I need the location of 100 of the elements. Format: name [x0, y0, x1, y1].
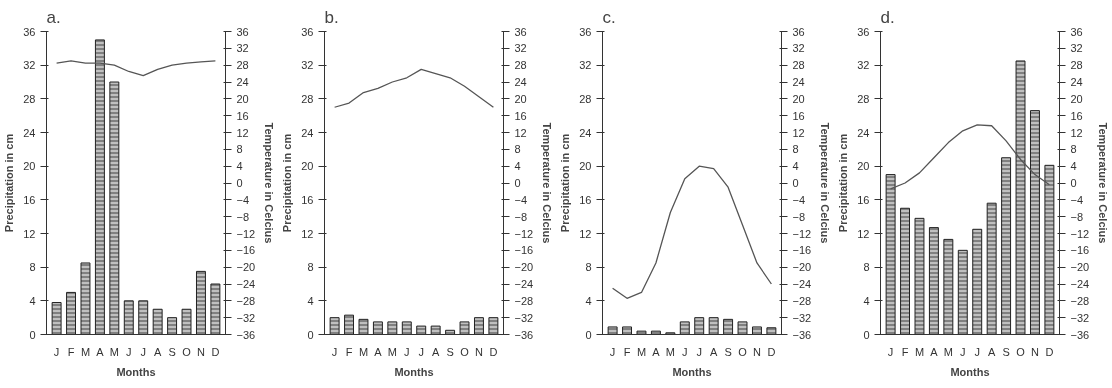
y2-tick-label: 32: [1070, 42, 1083, 55]
y-tick-label: 24: [579, 126, 592, 139]
x-tick-label: O: [1016, 345, 1026, 358]
y2-tick-label: 32: [792, 42, 805, 55]
y2-tick-label: −12: [236, 227, 256, 240]
y-tick-label: 4: [585, 294, 592, 307]
x-tick-label: J: [126, 345, 132, 358]
y-tick-label: 28: [301, 92, 314, 105]
y-tick-label: 16: [301, 193, 314, 206]
y-tick-label: 36: [23, 25, 36, 38]
y2-tick-label: −16: [236, 244, 256, 257]
y2-tick-label: −36: [1070, 328, 1090, 341]
y-tick-label: 20: [579, 160, 592, 173]
y2-tick-label: −16: [1070, 244, 1090, 257]
x-tick-label: A: [153, 345, 162, 358]
chart-title: c.: [602, 7, 616, 27]
y2-tick-label: 16: [1070, 109, 1083, 122]
x-tick-label: D: [767, 345, 776, 358]
y2-tick-label: −20: [1070, 261, 1090, 274]
y2-tick-label: 36: [792, 25, 805, 38]
y-tick-label: 20: [301, 160, 314, 173]
chart-title: d.: [880, 7, 895, 27]
y2-tick-label: 28: [1070, 59, 1083, 72]
y2-tick-label: 0: [1070, 177, 1077, 189]
y2-tick-label: −32: [236, 311, 256, 324]
x-tick-label: J: [887, 345, 894, 358]
x-tick-label: M: [914, 345, 925, 358]
y2-tick-label: −12: [792, 227, 812, 240]
x-tick-label: A: [652, 345, 661, 358]
y2-tick-label: 4: [236, 160, 243, 173]
x-tick-label: A: [96, 345, 105, 358]
y2-tick-label: 4: [792, 160, 799, 173]
y2-tick-label: 16: [792, 109, 805, 122]
y2-tick-label: −4: [792, 193, 806, 206]
y2-tick-label: 24: [1070, 76, 1083, 88]
chart-title: b.: [324, 7, 339, 27]
y2-tick-label: −8: [514, 210, 528, 223]
y2-tick-label: −20: [514, 261, 534, 274]
x-tick-label: S: [724, 345, 732, 358]
y2-tick-label: −32: [1070, 311, 1090, 324]
y-tick-label: 24: [23, 126, 36, 139]
y2-tick-label: −24: [792, 278, 812, 290]
y2-tick-label: 12: [514, 126, 527, 139]
x-tick-label: M: [943, 345, 953, 358]
x-tick-label: J: [682, 345, 688, 358]
y2-tick-label: −4: [514, 193, 528, 206]
y2-tick-label: 12: [1070, 126, 1083, 139]
y2-tick-label: 24: [514, 76, 527, 88]
x-tick-label: O: [738, 345, 748, 358]
x-tick-label: J: [960, 345, 966, 358]
y2-tick-label: 24: [236, 76, 249, 88]
x-tick-label: N: [196, 345, 205, 358]
y2-tick-label: −36: [792, 328, 812, 341]
y2-tick-label: −20: [236, 261, 256, 274]
x-tick-label: F: [67, 345, 75, 358]
x-tick-label: M: [109, 345, 119, 358]
y-tick-label: 36: [301, 25, 314, 38]
x-tick-label: J: [609, 345, 616, 358]
y2-tick-label: 32: [236, 42, 249, 55]
y2-tick-label: 8: [236, 143, 243, 156]
y2-tick-label: −4: [1070, 193, 1084, 206]
y-tick-label: 12: [579, 227, 592, 240]
y-tick-label: 8: [307, 261, 314, 274]
y-tick-label: 32: [23, 59, 36, 72]
y-tick-label: 4: [863, 294, 870, 307]
y-tick-label: 32: [301, 59, 314, 72]
x-tick-label: M: [636, 345, 647, 358]
y2-tick-label: −8: [236, 210, 250, 223]
x-tick-label: J: [140, 345, 146, 358]
y2-tick-label: −24: [236, 278, 256, 290]
y2-tick-label: 28: [792, 59, 805, 72]
y2-tick-label: 8: [792, 143, 799, 156]
y-tick-label: 8: [863, 261, 870, 274]
chart-title: a.: [46, 7, 61, 27]
y2-tick-label: 0: [792, 177, 799, 189]
x-tick-label: D: [211, 345, 220, 358]
y-tick-label: 24: [857, 126, 870, 139]
x-tick-label: A: [431, 345, 440, 358]
x-axis-title: Months: [672, 365, 712, 378]
y-tick-label: 20: [857, 160, 870, 173]
y-tick-label: 36: [579, 25, 592, 38]
x-tick-label: J: [53, 345, 60, 358]
x-tick-label: A: [987, 345, 996, 358]
x-tick-label: S: [446, 345, 454, 358]
y2-tick-label: 20: [792, 92, 805, 105]
y-tick-label: 24: [301, 126, 314, 139]
y-tick-label: 28: [579, 92, 592, 105]
y2-tick-label: −36: [514, 328, 534, 341]
y2-tick-label: 28: [514, 59, 527, 72]
y2-tick-label: −28: [236, 294, 256, 307]
y2-tick-label: −36: [236, 328, 256, 341]
y2-tick-label: 4: [514, 160, 521, 173]
x-tick-label: D: [1045, 345, 1054, 358]
y-tick-label: 4: [29, 294, 36, 307]
y2-tick-label: −28: [792, 294, 812, 307]
x-tick-label: O: [182, 345, 192, 358]
y-tick-label: 0: [307, 328, 314, 341]
x-tick-label: S: [1002, 345, 1010, 358]
y2-axis-title: Temperature in Celcius: [263, 122, 276, 244]
x-tick-label: D: [489, 345, 498, 358]
